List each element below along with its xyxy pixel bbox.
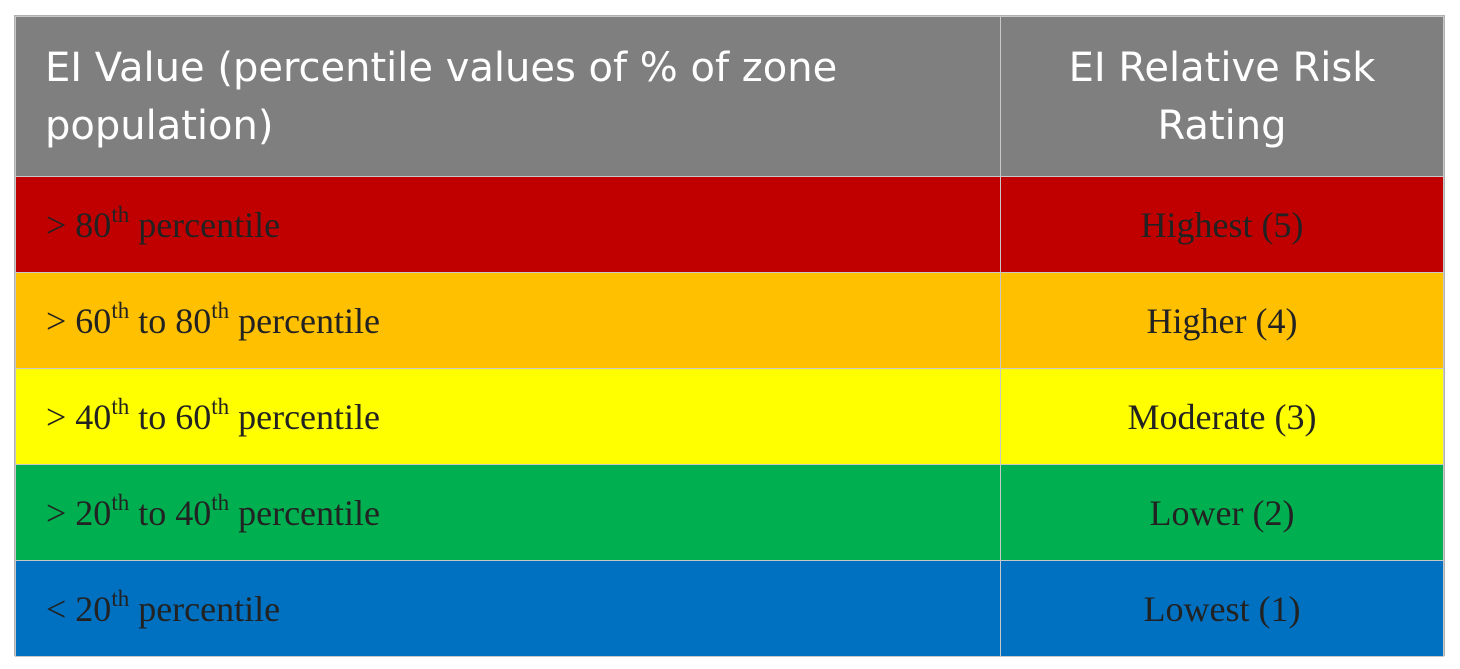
risk-rating-cell: Highest (5) — [1000, 176, 1444, 273]
header-ei-risk-rating: EI Relative Risk Rating — [1000, 16, 1444, 177]
table-row: < 20th percentile Lowest (1) — [15, 560, 1444, 657]
risk-rating-table: EI Value (percentile values of % of zone… — [15, 16, 1444, 657]
risk-rating-table-container: EI Value (percentile values of % of zone… — [14, 15, 1445, 657]
table-row: > 40th to 60th percentile Moderate (3) — [15, 368, 1444, 465]
percentile-range-cell: < 20th percentile — [15, 560, 1001, 657]
table-row: > 80th percentile Highest (5) — [15, 176, 1444, 273]
table-header-row: EI Value (percentile values of % of zone… — [15, 16, 1444, 177]
risk-rating-cell: Lowest (1) — [1000, 560, 1444, 657]
percentile-range-cell: > 20th to 40th percentile — [15, 464, 1001, 561]
percentile-range-cell: > 60th to 80th percentile — [15, 272, 1001, 369]
table-row: > 60th to 80th percentile Higher (4) — [15, 272, 1444, 369]
table-row: > 20th to 40th percentile Lower (2) — [15, 464, 1444, 561]
risk-rating-cell: Moderate (3) — [1000, 368, 1444, 465]
header-ei-value: EI Value (percentile values of % of zone… — [15, 16, 1001, 177]
percentile-range-cell: > 80th percentile — [15, 176, 1001, 273]
risk-rating-cell: Lower (2) — [1000, 464, 1444, 561]
percentile-range-cell: > 40th to 60th percentile — [15, 368, 1001, 465]
risk-rating-cell: Higher (4) — [1000, 272, 1444, 369]
